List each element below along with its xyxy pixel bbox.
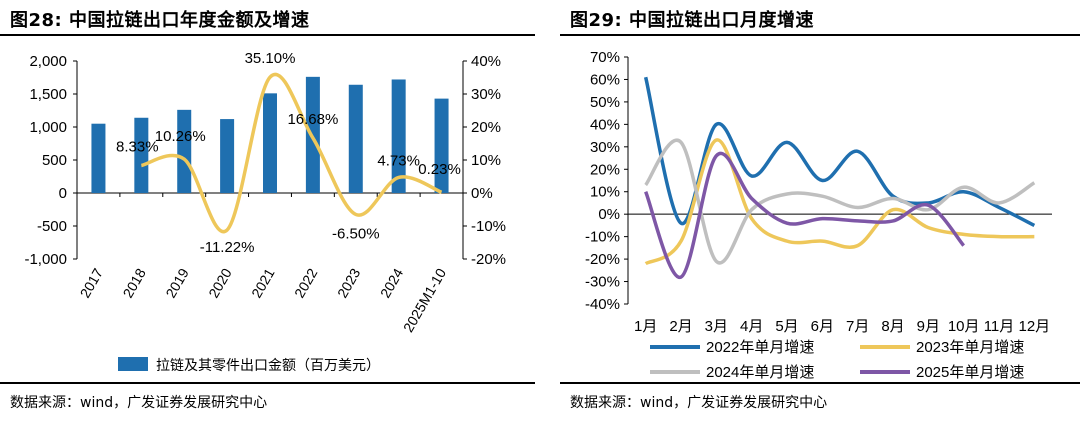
y-tick-label: 0% (598, 206, 620, 223)
x-tick-label: 2017 (77, 265, 107, 300)
bar (263, 93, 277, 193)
y2-tick-label: 0% (471, 185, 493, 202)
bar (91, 123, 106, 193)
figure-title: 图29: 中国拉链出口月度增速 (570, 10, 815, 31)
x-tick-label: 7月 (846, 318, 869, 335)
y-tick-label: 10% (590, 184, 620, 201)
x-tick-label: 10月 (948, 318, 980, 335)
source-note: 数据来源：wind，广发证券发展研究中心 (10, 395, 268, 411)
y-tick-label: 60% (590, 71, 620, 88)
x-tick-label: 5月 (775, 318, 798, 335)
x-tick-label: 2022 (291, 265, 321, 300)
data-label: 8.33% (116, 139, 159, 156)
y-tick-label: 30% (590, 139, 620, 156)
y2-tick-label: 30% (471, 86, 501, 103)
bar (134, 117, 149, 193)
monthly-growth-chart: -40% -30% -20% -10% 0% 10% 20% 30% 40% 50% 60% 70% 1… (585, 49, 1052, 381)
x-tick-label: 2025M1-10 (400, 265, 449, 335)
y-tick-label: 20% (590, 161, 620, 178)
data-label: 10.26% (155, 128, 206, 145)
legend-label: 2024年单月增速 (706, 364, 814, 381)
y-tick-label: -40% (585, 296, 620, 313)
x-tick-label: 2020 (205, 265, 235, 300)
data-label: 4.73% (377, 152, 420, 169)
legend-label: 2023年单月增速 (916, 339, 1024, 356)
legend-swatch (118, 357, 148, 371)
bar (348, 84, 363, 193)
y-tick-label: 50% (590, 94, 620, 111)
bar (391, 79, 406, 193)
y-tick-label: 1,000 (29, 119, 67, 136)
x-tick-label: 1月 (634, 318, 657, 335)
y2-tick-label: -20% (471, 251, 506, 268)
figure-title: 图28: 中国拉链出口年度金额及增速 (10, 10, 310, 31)
y-tick-label: 40% (590, 116, 620, 133)
x-tick-label: 4月 (740, 318, 763, 335)
x-tick-label: 9月 (917, 318, 940, 335)
y-tick-label: -1,000 (24, 251, 67, 268)
x-tick-label: 6月 (811, 318, 834, 335)
data-label: 35.10% (245, 50, 296, 67)
y-tick-label: 1,500 (29, 86, 67, 103)
x-tick-label: 2023 (334, 265, 364, 300)
series-line (644, 151, 966, 279)
x-tick-label: 12月 (1018, 318, 1050, 335)
y2-tick-label: 40% (471, 53, 501, 70)
x-tick-label: 2024 (377, 265, 407, 300)
x-tick-label: 11月 (984, 318, 1015, 335)
x-tick-label: 3月 (705, 318, 728, 335)
x-tick-label: 2018 (119, 265, 149, 300)
y-tick-label: 2,000 (29, 53, 67, 70)
x-tick-label: 2月 (669, 318, 692, 335)
x-tick-label: 2019 (162, 265, 192, 300)
data-label: -11.22% (200, 239, 255, 256)
y2-tick-label: 10% (471, 152, 501, 169)
y2-tick-label: -10% (471, 218, 506, 235)
data-label: 0.23% (418, 161, 461, 178)
title-divider (560, 34, 1080, 36)
annual-export-chart: -1,000 -500 0 500 1,000 1,500 2,000 -20% -10% 0% 1… (24, 50, 506, 373)
series-line (644, 138, 1036, 265)
y-tick-label: -30% (585, 274, 620, 291)
bar (177, 109, 192, 193)
x-tick-label: 2021 (248, 265, 278, 300)
source-note: 数据来源：wind，广发证券发展研究中心 (570, 395, 828, 411)
monthly-chart-panel: 图29: 中国拉链出口月度增速 -40% -30% -20% -10% 0% 10% 20%… (560, 0, 1080, 424)
footer-divider (0, 382, 535, 384)
bar (220, 119, 235, 193)
bar (434, 98, 449, 193)
y-tick-label: -20% (585, 251, 620, 268)
y-tick-label: -10% (585, 229, 620, 246)
growth-line (140, 72, 443, 234)
legend-label: 拉链及其零件出口金额（百万美元） (156, 357, 380, 373)
title-divider (0, 34, 535, 36)
y-tick-label: 70% (590, 49, 620, 66)
annual-chart-panel: 图28: 中国拉链出口年度金额及增速 -1,000 -500 0 500 1,000 1,… (0, 0, 535, 424)
series-line (644, 138, 1035, 266)
y-tick-label: 500 (42, 152, 67, 169)
y-tick-label: -500 (37, 218, 67, 235)
data-label: 16.68% (287, 111, 338, 128)
legend-label: 2025年单月增速 (916, 364, 1024, 381)
footer-divider (560, 382, 1080, 384)
y-tick-label: 0 (59, 185, 67, 202)
data-label: -6.50% (332, 225, 380, 242)
x-tick-label: 8月 (881, 318, 904, 335)
y2-tick-label: 20% (471, 119, 501, 136)
legend-label: 2022年单月增速 (706, 339, 814, 356)
